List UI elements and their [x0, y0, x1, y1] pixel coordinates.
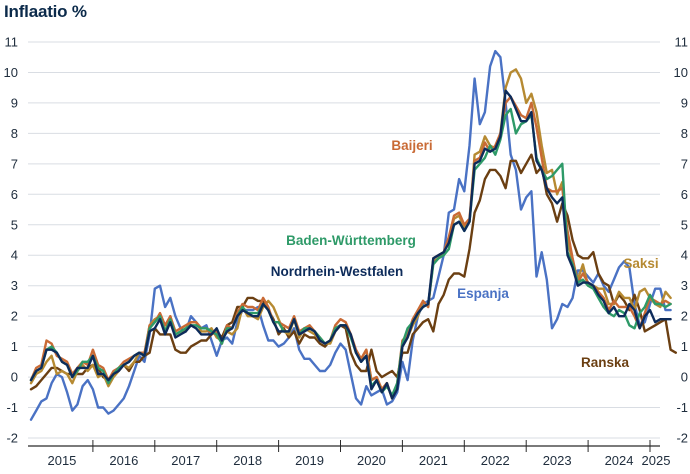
- y-tick-label-right: -2: [676, 431, 688, 446]
- x-tick-label: 2015: [47, 453, 76, 468]
- y-tick-label-right: 9: [681, 95, 688, 110]
- y-tick-label-right: 1: [681, 339, 688, 354]
- x-tick-label: 2018: [233, 453, 262, 468]
- y-tick-label-left: 7: [11, 156, 18, 171]
- y-tick-label-right: 0: [681, 370, 688, 385]
- series-label-baden-w-rttemberg: Baden-Württemberg: [286, 233, 416, 248]
- series-line-ranska: [29, 153, 677, 391]
- y-tick-label-right: 7: [681, 156, 688, 171]
- y-tick-label-left: 8: [11, 126, 18, 141]
- y-tick-label-right: 10: [674, 65, 688, 80]
- y-tick-label-right: 2: [681, 309, 688, 324]
- y-tick-label-right: 8: [681, 126, 688, 141]
- x-tick-label: 2024: [605, 453, 634, 468]
- chart-title: Inflaatio %: [4, 2, 87, 21]
- y-tick-label-left: 10: [4, 65, 18, 80]
- y-tick-label-right: 5: [681, 217, 688, 232]
- x-tick-label: 2016: [109, 453, 138, 468]
- y-tick-label-left: 1: [11, 339, 18, 354]
- series-line-nordrhein-westfalen: [29, 89, 672, 400]
- y-tick-label-left: 2: [11, 309, 18, 324]
- y-tick-label-left: -2: [6, 431, 18, 446]
- y-tick-label-left: 0: [11, 370, 18, 385]
- series-label-nordrhein-westfalen: Nordrhein-Westfalen: [271, 264, 404, 279]
- y-tick-label-left: 5: [11, 217, 18, 232]
- x-axis: 2015 2016 2017 2018 2019 2020 2021 2022 2023 2024…: [28, 440, 670, 468]
- y-axis-left: -2 -1 0 1 2 3 4 5 6 7 8 9 10 11: [4, 35, 18, 446]
- y-tick-label-left: 6: [11, 187, 18, 202]
- y-tick-label-right: 3: [681, 278, 688, 293]
- x-tick-label: 2021: [419, 453, 448, 468]
- x-tick-label: 2019: [295, 453, 324, 468]
- y-tick-label-left: 11: [5, 35, 19, 50]
- y-tick-label-left: 9: [11, 95, 18, 110]
- y-tick-label-left: 3: [11, 278, 18, 293]
- series-label-saksi: Saksi: [623, 256, 658, 271]
- x-tick-label: 2017: [171, 453, 200, 468]
- y-tick-label-right: -1: [676, 400, 688, 415]
- y-axis-right: -2 -1 0 1 2 3 4 5 6 7 8 9 10 11: [674, 35, 688, 446]
- y-tick-label-left: -1: [6, 400, 18, 415]
- series-label-baijeri: Baijeri: [391, 138, 432, 153]
- series-label-espanja: Espanja: [457, 286, 509, 301]
- gridlines: [28, 41, 660, 439]
- y-tick-label-right: 4: [681, 248, 688, 263]
- series-label-ranska: Ranska: [581, 355, 630, 370]
- series-lines: [29, 49, 677, 421]
- y-tick-label-left: 4: [11, 248, 18, 263]
- y-tick-label-right: 6: [681, 187, 688, 202]
- x-tick-label: 2023: [543, 453, 572, 468]
- series-labels: Baijeri Baden-Württemberg Nordrhein-Westfa…: [271, 138, 659, 370]
- y-tick-label-right: 11: [675, 35, 689, 50]
- x-tick-label: 2022: [481, 453, 510, 468]
- x-tick-label: 2025: [642, 453, 671, 468]
- x-tick-label: 2020: [357, 453, 386, 468]
